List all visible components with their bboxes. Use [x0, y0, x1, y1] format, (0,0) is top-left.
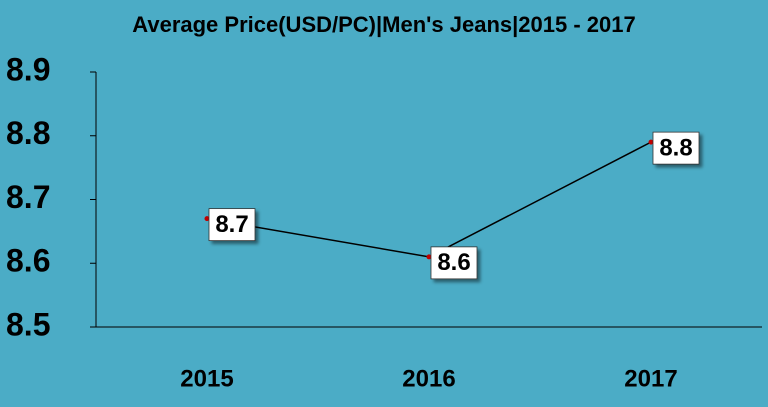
y-tick-label: 8.9 — [6, 51, 50, 87]
y-tick-label: 8.8 — [6, 115, 50, 151]
value-label: 8.6 — [437, 249, 470, 276]
marker — [204, 216, 210, 222]
value-label-box — [652, 131, 700, 165]
y-tick-label: 8.7 — [6, 179, 50, 215]
value-label: 8.7 — [215, 211, 248, 238]
marker — [426, 254, 432, 260]
value-label: 8.8 — [659, 134, 692, 161]
y-tick-label: 8.5 — [6, 306, 50, 342]
value-label-box — [208, 208, 256, 242]
marker — [648, 139, 654, 145]
x-tick-label: 2015 — [180, 365, 233, 392]
x-tick-label: 2016 — [402, 365, 455, 392]
x-tick-label: 2017 — [624, 365, 677, 392]
value-label-box — [430, 246, 478, 280]
chart-title: Average Price(USD/PC)|Men's Jeans|2015 -… — [132, 12, 635, 37]
y-tick-label: 8.6 — [6, 243, 50, 279]
